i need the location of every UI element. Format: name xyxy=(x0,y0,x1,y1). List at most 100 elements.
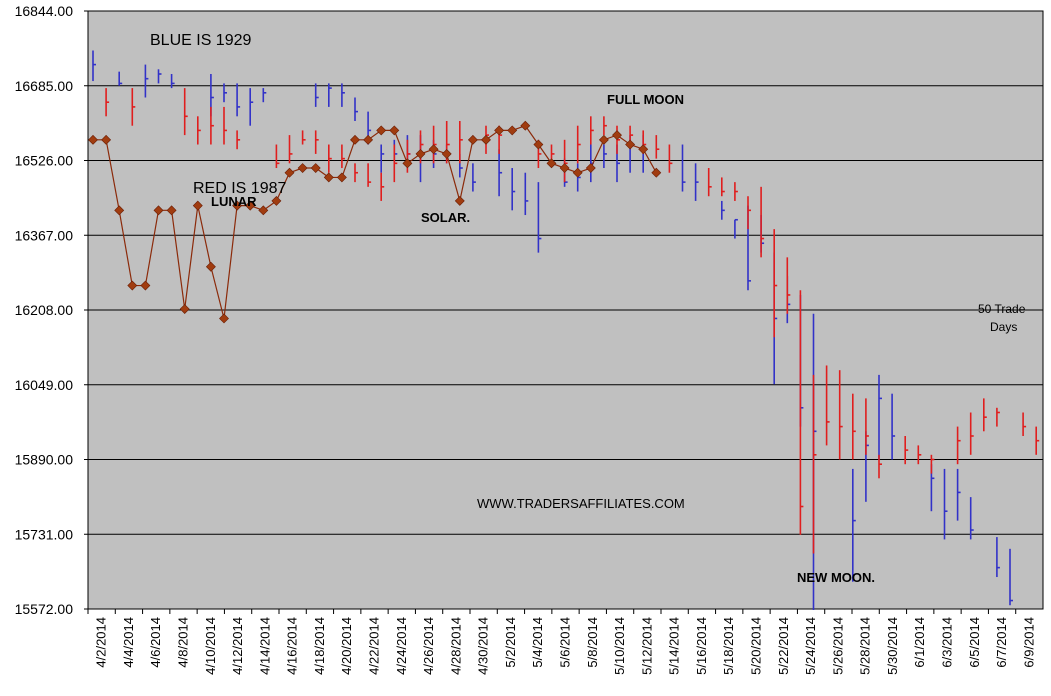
x-tick-label: 5/24/2014 xyxy=(803,617,818,675)
x-tick-label: 5/4/2014 xyxy=(530,617,545,668)
lunar-solar-marker xyxy=(494,125,505,136)
x-tick-label: 4/20/2014 xyxy=(339,617,354,675)
solar-label: SOLAR. xyxy=(421,210,470,225)
lunar-solar-marker xyxy=(323,172,334,183)
y-axis-ticks: 15572.00 15731.00 15890.00 16049.00 16208.00… xyxy=(15,3,88,617)
x-tick-label: 4/16/2014 xyxy=(285,617,300,675)
x-tick-label: 4/4/2014 xyxy=(121,617,136,668)
lunar-solar-marker xyxy=(612,130,622,141)
lunar-solar-marker xyxy=(284,167,295,178)
lunar-solar-marker xyxy=(415,148,426,159)
x-tick-label: 5/16/2014 xyxy=(694,617,709,675)
y-tick-label: 16685.00 xyxy=(15,78,74,94)
x-tick-label: 5/6/2014 xyxy=(558,617,573,668)
x-tick-label: 4/18/2014 xyxy=(312,617,327,675)
x-tick-label: 4/8/2014 xyxy=(176,617,191,668)
lunar-solar-marker xyxy=(258,205,269,216)
y-tick-label: 16049.00 xyxy=(15,377,74,393)
lunar-solar-marker xyxy=(598,134,609,145)
lunar-solar-marker xyxy=(205,261,216,272)
y-tick-label: 16526.00 xyxy=(15,153,74,169)
lunar-solar-marker xyxy=(88,134,98,145)
y-tick-label: 16208.00 xyxy=(15,302,74,318)
lunar-solar-marker xyxy=(271,195,282,206)
lunar-solar-marker xyxy=(467,134,478,145)
x-tick-label: 5/26/2014 xyxy=(830,617,845,675)
lunar-solar-marker xyxy=(520,120,531,131)
x-tick-label: 4/6/2014 xyxy=(148,617,163,668)
x-tick-label: 5/28/2014 xyxy=(858,617,873,675)
lunar-solar-marker xyxy=(559,163,570,173)
x-tick-label: 4/2/2014 xyxy=(94,617,109,668)
blue-label: BLUE IS 1929 xyxy=(150,32,252,49)
lunar-solar-marker xyxy=(638,144,649,155)
x-tick-label: 5/18/2014 xyxy=(721,617,736,675)
x-tick-label: 4/10/2014 xyxy=(203,617,218,675)
gridlines xyxy=(88,85,1043,535)
lunar-solar-marker xyxy=(625,139,636,150)
x-tick-label: 4/28/2014 xyxy=(448,617,463,675)
x-tick-label: 5/14/2014 xyxy=(667,617,682,675)
lunar-solar-marker xyxy=(166,205,177,216)
lunar-solar-marker xyxy=(245,200,256,211)
lunar-solar-marker xyxy=(546,158,557,169)
x-tick-label: 6/1/2014 xyxy=(912,617,927,668)
lunar-solar-marker xyxy=(101,134,112,145)
lunar-solar-marker xyxy=(179,304,190,315)
website-label: WWW.TRADERSAFFILIATES.COM xyxy=(477,496,685,511)
lunar-solar-marker xyxy=(572,167,583,178)
x-axis-ticks: 4/2/2014 4/4/2014 4/6/2014 4/8/2014 4/10/201… xyxy=(87,609,1036,675)
x-tick-label: 5/2/2014 xyxy=(503,617,518,668)
y-tick-label: 16844.00 xyxy=(15,3,74,19)
x-tick-label: 6/9/2014 xyxy=(1021,617,1036,668)
series-lunar-solar-line xyxy=(88,120,662,324)
lunar-solar-marker xyxy=(192,200,203,211)
lunar-solar-marker xyxy=(389,125,400,136)
lunar-solar-marker xyxy=(363,134,374,145)
x-tick-label: 6/3/2014 xyxy=(940,617,955,668)
lunar-label: LUNAR xyxy=(211,194,257,209)
x-tick-label: 6/5/2014 xyxy=(967,617,982,668)
lunar-solar-marker xyxy=(310,163,321,173)
lunar-solar-marker xyxy=(297,163,308,173)
lunar-solar-marker xyxy=(454,195,465,206)
trade-days-label-1: 50 Trade xyxy=(978,302,1026,316)
lunar-solar-marker xyxy=(402,158,413,169)
red-label: RED IS 1987 xyxy=(193,180,286,197)
x-tick-label: 4/24/2014 xyxy=(394,617,409,675)
full-moon-label: FULL MOON xyxy=(607,92,684,107)
x-tick-label: 5/22/2014 xyxy=(776,617,791,675)
y-tick-label: 15890.00 xyxy=(15,452,74,468)
trade-days-label-2: Days xyxy=(990,320,1017,334)
lunar-solar-marker xyxy=(481,134,491,145)
series-1987-bars xyxy=(105,88,1040,554)
y-tick-label: 15572.00 xyxy=(15,601,74,617)
lunar-solar-marker xyxy=(441,148,452,159)
lunar-solar-marker xyxy=(507,125,518,136)
lunar-solar-marker xyxy=(114,205,125,216)
lunar-solar-marker xyxy=(428,144,439,155)
x-tick-label: 5/20/2014 xyxy=(749,617,764,675)
x-tick-label: 4/30/2014 xyxy=(476,617,491,675)
x-tick-label: 4/12/2014 xyxy=(230,617,245,675)
lunar-solar-marker xyxy=(219,313,229,324)
lunar-solar-marker xyxy=(350,134,360,145)
x-tick-label: 5/12/2014 xyxy=(639,617,654,675)
lunar-solar-marker xyxy=(533,139,544,150)
lunar-solar-marker xyxy=(651,167,662,178)
lunar-solar-marker xyxy=(585,163,596,173)
lunar-solar-marker xyxy=(336,172,347,183)
x-tick-label: 5/30/2014 xyxy=(885,617,900,675)
lunar-solar-marker xyxy=(376,125,387,136)
new-moon-label: NEW MOON. xyxy=(797,570,875,585)
lunar-solar-marker xyxy=(153,205,164,216)
lunar-solar-marker xyxy=(127,280,138,291)
x-tick-label: 4/14/2014 xyxy=(257,617,272,675)
x-tick-label: 5/10/2014 xyxy=(612,617,627,675)
y-tick-label: 15731.00 xyxy=(15,526,74,542)
x-tick-label: 4/22/2014 xyxy=(367,617,382,675)
lunar-solar-marker xyxy=(232,200,243,211)
y-tick-label: 16367.00 xyxy=(15,227,74,243)
x-tick-label: 6/7/2014 xyxy=(994,617,1009,668)
